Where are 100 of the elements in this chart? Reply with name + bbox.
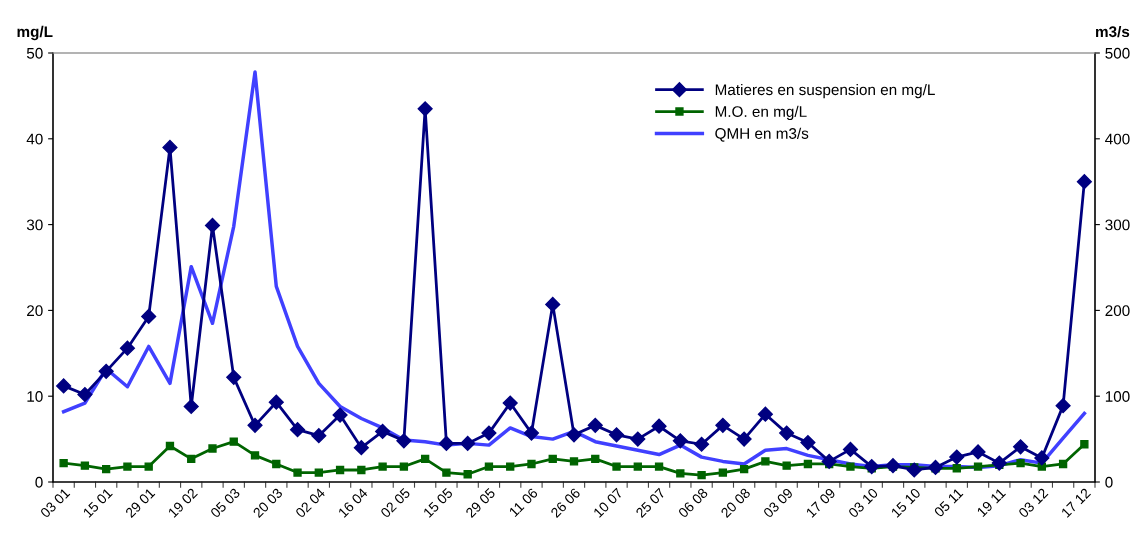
point: [761, 457, 770, 466]
x-tick-label: 11 06: [508, 487, 539, 518]
point: [906, 462, 922, 478]
point: [101, 464, 111, 474]
y2-tick-label: 200: [1105, 305, 1130, 317]
legend-label: M.O. en mg/L: [715, 105, 807, 121]
point: [208, 444, 217, 453]
point: [396, 433, 412, 449]
point: [739, 464, 749, 474]
point: [1016, 458, 1025, 468]
point: [353, 440, 369, 456]
point: [1013, 439, 1029, 455]
x-tick-label: 05 11: [933, 487, 964, 518]
point: [587, 417, 603, 433]
y2-axis-title: m3/s: [1096, 25, 1130, 38]
point: [268, 394, 284, 410]
point: [842, 441, 859, 457]
point: [800, 434, 816, 451]
x-tick-label: 02 04: [294, 487, 326, 519]
x-tick-label: 16 04: [337, 487, 369, 518]
point: [654, 462, 664, 471]
point: [885, 458, 901, 474]
legend-label: QMH en m3/s: [715, 127, 809, 142]
point: [98, 363, 114, 379]
point: [229, 437, 238, 446]
x-tick-label: 05 03: [209, 487, 241, 519]
x-tick-label: 19 11: [976, 487, 1007, 518]
point: [417, 101, 433, 117]
point: [697, 470, 706, 480]
y-tick-label: 10: [27, 391, 43, 402]
x-tick-label: 26 06: [550, 487, 581, 519]
legend-label: Matieres en suspension en mg/L: [715, 83, 935, 99]
point: [80, 461, 90, 470]
point: [1055, 398, 1071, 414]
point: [460, 435, 476, 451]
x-tick-label: 20 03: [252, 487, 284, 519]
point: [484, 462, 494, 471]
point: [335, 465, 345, 475]
point: [226, 369, 242, 385]
point: [187, 454, 196, 464]
point: [141, 308, 157, 324]
x-tick-label: 15 05: [422, 487, 454, 518]
point: [311, 428, 327, 444]
y2-tick-label: 0: [1105, 476, 1113, 488]
point: [846, 462, 855, 471]
point: [438, 435, 454, 451]
point: [204, 217, 221, 234]
point: [569, 457, 579, 466]
x-tick-label: 15 10: [890, 487, 922, 518]
point: [736, 431, 752, 447]
point: [1058, 459, 1068, 469]
point: [991, 455, 1007, 471]
y2-tick-label: 500: [1105, 47, 1130, 59]
point: [630, 431, 646, 447]
point: [927, 459, 944, 475]
point: [77, 386, 93, 403]
point: [463, 470, 472, 479]
point: [566, 427, 582, 443]
point: [803, 459, 813, 469]
x-tick-label: 03 09: [762, 487, 794, 519]
x-tick-label: 20 08: [720, 487, 751, 519]
point: [779, 425, 795, 441]
point: [548, 454, 557, 464]
point: [420, 454, 430, 464]
point: [651, 418, 667, 434]
y-tick-label: 20: [27, 305, 43, 317]
point: [672, 433, 688, 449]
point: [864, 458, 880, 475]
x-tick-label: 03 12: [1017, 487, 1049, 519]
point: [272, 459, 281, 469]
point: [757, 406, 773, 422]
point: [250, 451, 260, 460]
x-tick-label: 06 08: [677, 487, 709, 519]
x-tick-label: 29 01: [124, 487, 156, 519]
point: [119, 340, 135, 356]
point: [442, 468, 451, 477]
point: [399, 462, 409, 471]
x-tick-label: 02 05: [379, 487, 411, 519]
point: [715, 417, 731, 433]
y-tick-label: 0: [35, 476, 43, 488]
x-tick-label: 19 02: [167, 487, 198, 518]
point: [314, 468, 323, 477]
point: [144, 462, 153, 471]
y2-tick-label: 100: [1105, 391, 1130, 402]
point: [378, 462, 387, 471]
point: [676, 469, 685, 478]
point: [1034, 450, 1050, 466]
point: [694, 436, 710, 452]
point: [608, 427, 625, 443]
point: [59, 458, 68, 468]
point: [821, 453, 837, 469]
y-tick-label: 30: [26, 219, 43, 231]
point: [502, 395, 518, 411]
point: [481, 425, 497, 441]
x-tick-label: 25 07: [635, 487, 666, 519]
point: [165, 441, 175, 451]
point: [183, 398, 199, 415]
point: [293, 468, 302, 477]
x-tick-label: 17 09: [805, 487, 836, 518]
point: [1076, 174, 1092, 190]
